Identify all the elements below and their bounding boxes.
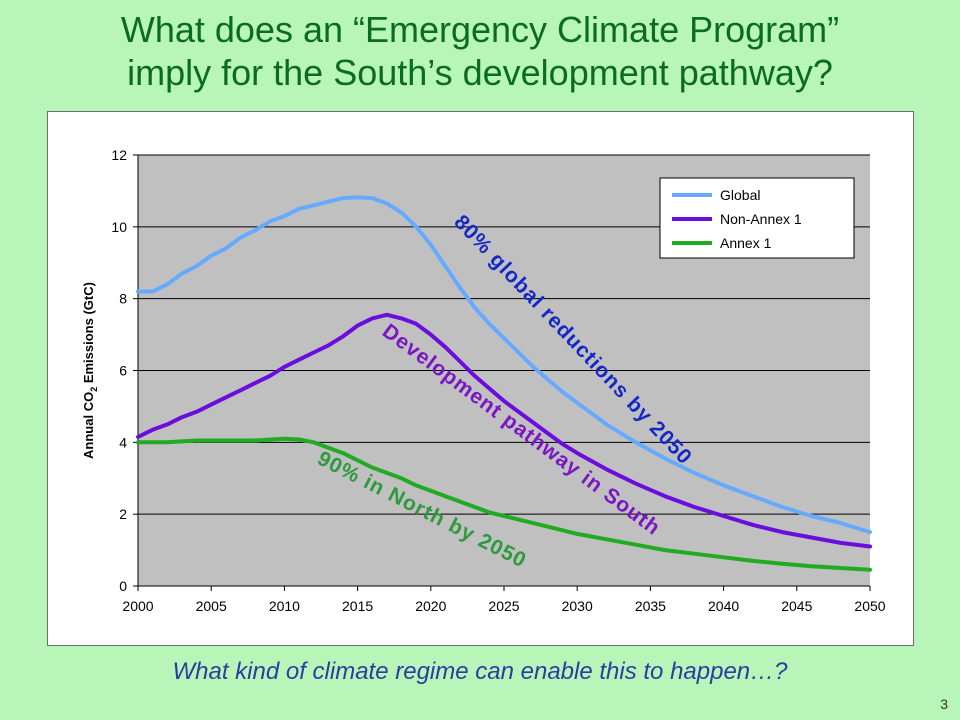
slide-title: What does an “Emergency Climate Program”…	[0, 8, 960, 94]
x-tick-label: 2035	[635, 598, 666, 614]
x-tick-label: 2040	[708, 598, 739, 614]
x-tick-label: 2010	[269, 598, 300, 614]
legend-label-1: Global	[720, 187, 760, 203]
y-tick-label: 4	[119, 434, 127, 450]
y-tick-label: 12	[111, 147, 127, 163]
slide-title-line-1: What does an “Emergency Climate Program”	[120, 9, 840, 50]
chart-frame: 0 2 4 6 8 10 12 2000 2005 2010 2015 2020 2025 2030 203…	[47, 111, 914, 646]
legend-label-3: Annex 1	[720, 235, 772, 251]
y-tick-label: 0	[119, 578, 127, 594]
y-tick-label: 10	[111, 219, 127, 235]
series-line-3	[136, 436, 872, 572]
x-tick-label: 2005	[196, 598, 227, 614]
emissions-line-chart: 0 2 4 6 8 10 12 2000 2005 2010 2015 2020 2025 2030 203…	[81, 147, 886, 614]
bottom-question: What kind of climate regime can enable t…	[172, 658, 788, 685]
legend-label-2: Non-Annex 1	[720, 211, 802, 227]
x-tick-label: 2020	[415, 598, 446, 614]
series-line-2	[136, 312, 872, 549]
y-axis-label: Annual CO2 Emissions (GtC)	[81, 282, 99, 459]
slide-title-line-2: imply for the South’s development pathwa…	[127, 52, 833, 93]
x-tick-label: 2015	[342, 598, 373, 614]
x-tick-label: 2025	[488, 598, 519, 614]
x-tick-label: 2030	[562, 598, 593, 614]
y-tick-label: 8	[119, 291, 127, 307]
x-tick-label: 2045	[781, 598, 812, 614]
y-tick-label: 2	[119, 506, 127, 522]
x-tick-label: 2050	[854, 598, 885, 614]
x-tick-label: 2000	[122, 598, 153, 614]
y-tick-label: 6	[119, 363, 127, 379]
slide-number: 3	[940, 696, 948, 712]
series-line-1	[136, 195, 872, 535]
